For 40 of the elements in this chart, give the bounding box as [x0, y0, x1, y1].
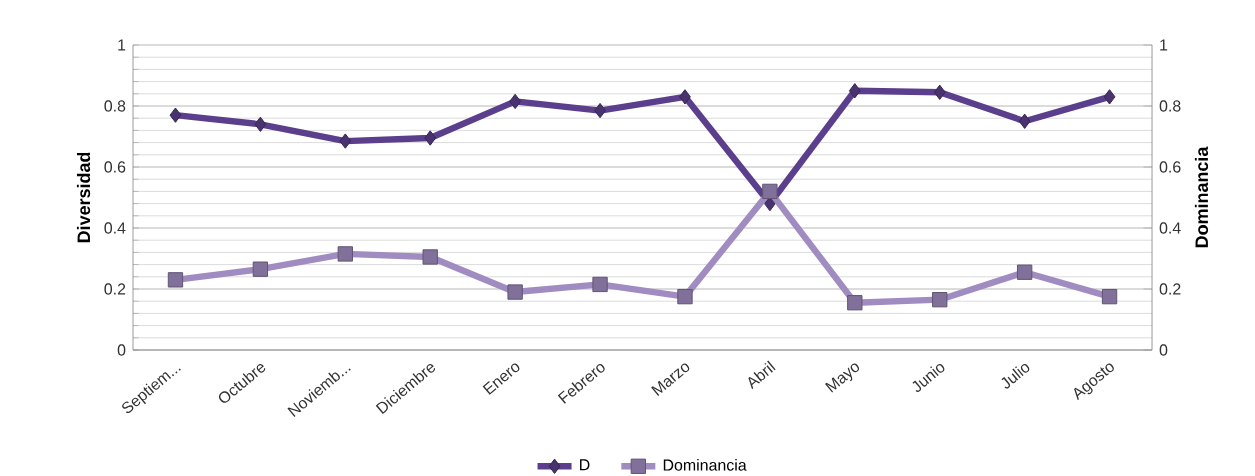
- legend-label: Dominancia: [663, 459, 747, 471]
- point: [1018, 113, 1031, 129]
- point: [933, 84, 946, 100]
- y-tick-label: 0.8: [104, 100, 126, 112]
- y2-tick-label: 0.8: [1159, 100, 1181, 112]
- point: [677, 288, 693, 305]
- point: [424, 130, 437, 146]
- y-tick-label: 0.4: [104, 222, 126, 234]
- x-tick-label: Julio: [1001, 364, 1030, 389]
- point: [337, 246, 353, 262]
- point: [679, 89, 691, 105]
- point: [422, 249, 438, 265]
- legend-label: D: [580, 459, 590, 471]
- y-tick-label: 1: [118, 39, 126, 51]
- y-tick-label: 0: [117, 344, 126, 356]
- point: [252, 261, 269, 277]
- point: [594, 102, 606, 119]
- y2-tick-label: 0: [1159, 344, 1168, 356]
- point: [592, 276, 608, 293]
- y2-tick-label: 0.2: [1159, 283, 1181, 295]
- point: [254, 116, 267, 132]
- y2-tick-label: 0.6: [1159, 161, 1181, 173]
- y2-tick-label: 0.4: [1159, 222, 1181, 234]
- point: [1016, 264, 1033, 280]
- y-tick-label: 0.6: [104, 161, 126, 173]
- point: [1101, 288, 1118, 305]
- point: [762, 183, 778, 200]
- point: [169, 107, 182, 123]
- point: [1103, 89, 1116, 105]
- point: [509, 93, 522, 110]
- point: [848, 83, 861, 99]
- y2-tick-label: 1: [1160, 39, 1168, 51]
- point: [932, 292, 948, 308]
- point: [507, 284, 523, 300]
- y2-axis-title: Dominancia: [1194, 146, 1209, 248]
- point: [339, 133, 352, 149]
- point: [847, 295, 863, 311]
- y-tick-label: 0.2: [104, 283, 126, 295]
- point: [167, 272, 184, 288]
- y-axis-title: Diversidad: [76, 152, 91, 243]
